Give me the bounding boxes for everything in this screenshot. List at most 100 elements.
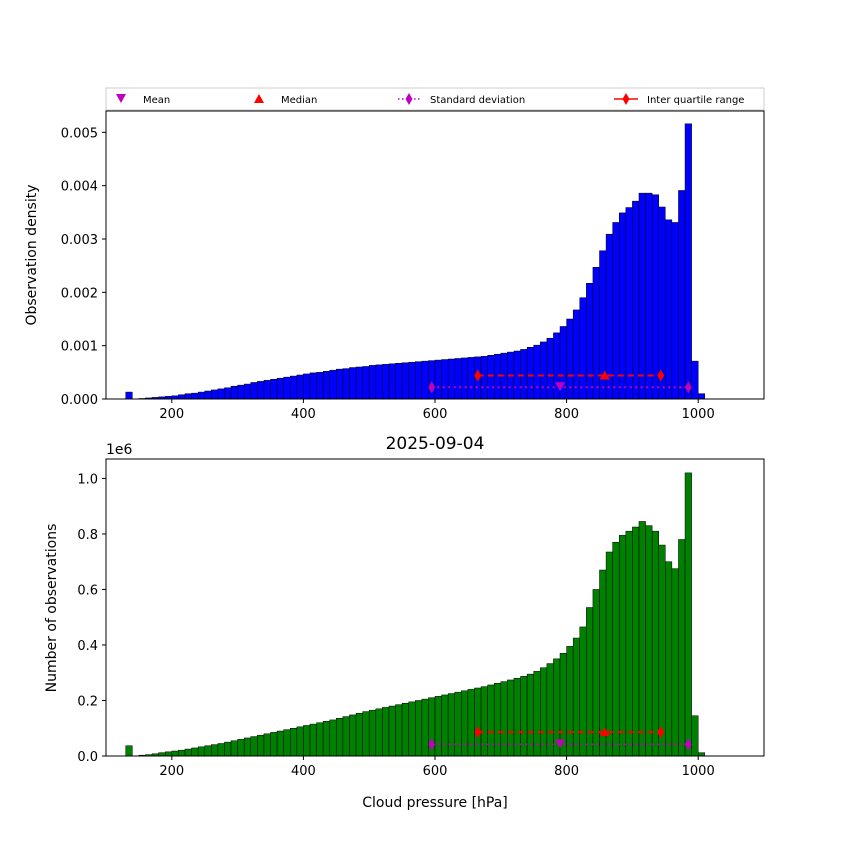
count-bar (250, 736, 258, 757)
standard-deviation-low-marker (428, 738, 436, 751)
count-bar (579, 626, 587, 757)
density-bar (250, 382, 258, 400)
standard-deviation-low-marker (428, 381, 436, 394)
triangle-up-icon (254, 94, 264, 103)
count-bars (125, 472, 706, 757)
count-bar (395, 704, 403, 757)
density-bar (336, 368, 344, 400)
density-bar (204, 390, 212, 400)
legend-label-mean: Mean (143, 95, 170, 106)
count-bar (355, 713, 363, 757)
density-bar (296, 374, 304, 400)
count-bar (211, 744, 219, 757)
count-y-ticks: 0.0 0.2 0.4 0.6 0.8 1.0 (77, 472, 106, 765)
density-bar (217, 388, 225, 400)
density-bar (408, 361, 416, 400)
count-bar (625, 530, 633, 757)
legend-label-median: Median (281, 95, 317, 106)
thin-diamond-icon (622, 93, 630, 105)
count-bar (461, 690, 469, 757)
median-marker (599, 727, 610, 737)
density-bar (487, 355, 495, 400)
count-x-ticks: 200 400 600 800 1000 (159, 756, 715, 779)
density-bar (270, 379, 278, 400)
x-tick-label: 600 (423, 407, 448, 422)
legend-frame (105, 87, 765, 111)
count-bar (382, 707, 390, 757)
density-bar (184, 393, 192, 400)
density-bar (579, 297, 587, 400)
y-tick-label: 1.0 (77, 472, 98, 487)
count-bar (322, 721, 330, 757)
count-statistics (428, 726, 692, 751)
density-bar (230, 385, 238, 400)
y-tick-label: 0.001 (61, 340, 98, 355)
density-bar (178, 394, 186, 400)
density-bar (678, 190, 686, 400)
density-bar (697, 393, 706, 400)
density-bar (480, 356, 488, 400)
count-bar (224, 741, 232, 757)
density-bar (349, 367, 357, 400)
x-tick-label: 200 (159, 407, 184, 422)
density-bar (395, 363, 403, 400)
density-x-ticks: 200 400 600 800 1000 (159, 399, 715, 422)
count-bar (526, 673, 534, 757)
count-bar (572, 637, 581, 757)
density-bar (586, 283, 594, 400)
density-bar (612, 222, 620, 400)
count-bar (270, 732, 278, 757)
count-bar (671, 568, 679, 757)
count-bar (408, 701, 416, 757)
density-bar (283, 376, 291, 400)
count-bar (329, 719, 337, 757)
y-tick-label: 0.003 (61, 233, 98, 248)
count-bar (197, 746, 205, 757)
y-tick-label: 0.6 (77, 583, 98, 598)
legend-entry-inter-quartile-range: Inter quartile range (614, 93, 744, 106)
count-bar (237, 739, 245, 757)
density-bar (388, 363, 396, 400)
count-bar (421, 698, 429, 757)
count-bar (178, 749, 186, 757)
inter-quartile-range-low-marker (474, 726, 482, 739)
density-bar (618, 212, 627, 400)
legend-entry-standard-deviation: Standard deviation (398, 93, 525, 106)
density-bar (632, 200, 640, 400)
count-bar (296, 726, 304, 757)
density-bar (211, 389, 219, 400)
density-bar (362, 366, 370, 400)
density-bar (467, 357, 475, 400)
y-tick-label: 0.4 (77, 639, 98, 654)
count-bar (605, 551, 613, 757)
density-bar (651, 194, 659, 400)
count-bar (368, 709, 377, 757)
y-tick-label: 0.0 (77, 750, 98, 765)
density-bar (533, 344, 541, 400)
density-bar (197, 391, 205, 400)
count-y-axis-label: Number of observations (44, 524, 60, 693)
inter-quartile-range-low-marker (474, 369, 482, 382)
count-y-offset-label: 1e6 (106, 442, 133, 458)
count-bar (586, 607, 594, 757)
count-x-axis-label: Cloud pressure [hPa] (362, 795, 508, 811)
x-tick-label: 800 (554, 407, 579, 422)
density-bar (493, 353, 502, 400)
count-bar (217, 743, 225, 757)
count-bar (191, 747, 199, 757)
density-y-axis-label: Observation density (24, 184, 40, 325)
mean-marker (555, 739, 566, 749)
density-bar (276, 377, 284, 400)
density-bar (434, 359, 442, 400)
count-bar (691, 715, 699, 757)
density-bar (382, 364, 390, 400)
density-bar (454, 358, 462, 400)
count-bar (401, 703, 409, 757)
standard-deviation-high-marker (684, 738, 692, 751)
density-bar (342, 368, 350, 400)
count-bar (125, 745, 133, 757)
density-bar (605, 233, 613, 400)
count-bar (665, 561, 673, 757)
y-tick-label: 0.005 (61, 126, 98, 141)
count-bar (164, 751, 173, 757)
